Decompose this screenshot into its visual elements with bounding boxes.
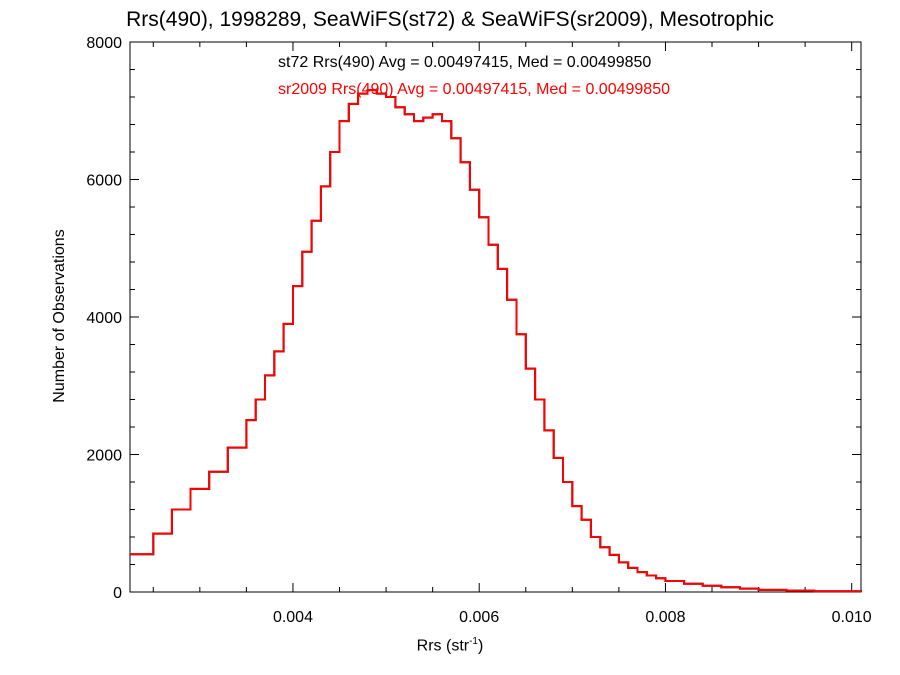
series-st72-line	[130, 89, 862, 593]
y-tick-label: 2000	[86, 448, 122, 465]
annotation-sr2009-text: sr2009 Rrs(490) Avg = 0.00497415, Med = …	[278, 81, 670, 98]
annotation-st72-text: st72 Rrs(490) Avg = 0.00497415, Med = 0.…	[278, 54, 652, 71]
annotation-sr2009: sr2009 Rrs(490) Avg = 0.00497415, Med = …	[278, 81, 670, 99]
x-tick-label: 0.008	[645, 609, 685, 626]
y-axis-label: Number of Observations	[51, 229, 68, 403]
y-tick-label: 0	[113, 585, 122, 602]
y-tick-label: 4000	[86, 310, 122, 327]
y-tick-label: 6000	[86, 173, 122, 190]
x-axis-label-exponent: -1	[469, 636, 478, 647]
x-tick-label: 0.010	[832, 609, 872, 626]
x-tick-label: 0.004	[273, 609, 313, 626]
x-axis-label: Rrs (str-1)	[0, 636, 900, 655]
y-tick-label: 8000	[86, 35, 122, 52]
series-sr2009-line	[130, 89, 862, 593]
chart-title: Rrs(490), 1998289, SeaWiFS(st72) & SeaWi…	[126, 8, 774, 31]
plot-frame	[129, 41, 862, 593]
annotation-st72: st72 Rrs(490) Avg = 0.00497415, Med = 0.…	[278, 54, 651, 72]
x-tick-label: 0.006	[459, 609, 499, 626]
x-axis-label-main: Rrs (str	[416, 637, 470, 655]
x-axis-label-close: )	[478, 637, 484, 655]
